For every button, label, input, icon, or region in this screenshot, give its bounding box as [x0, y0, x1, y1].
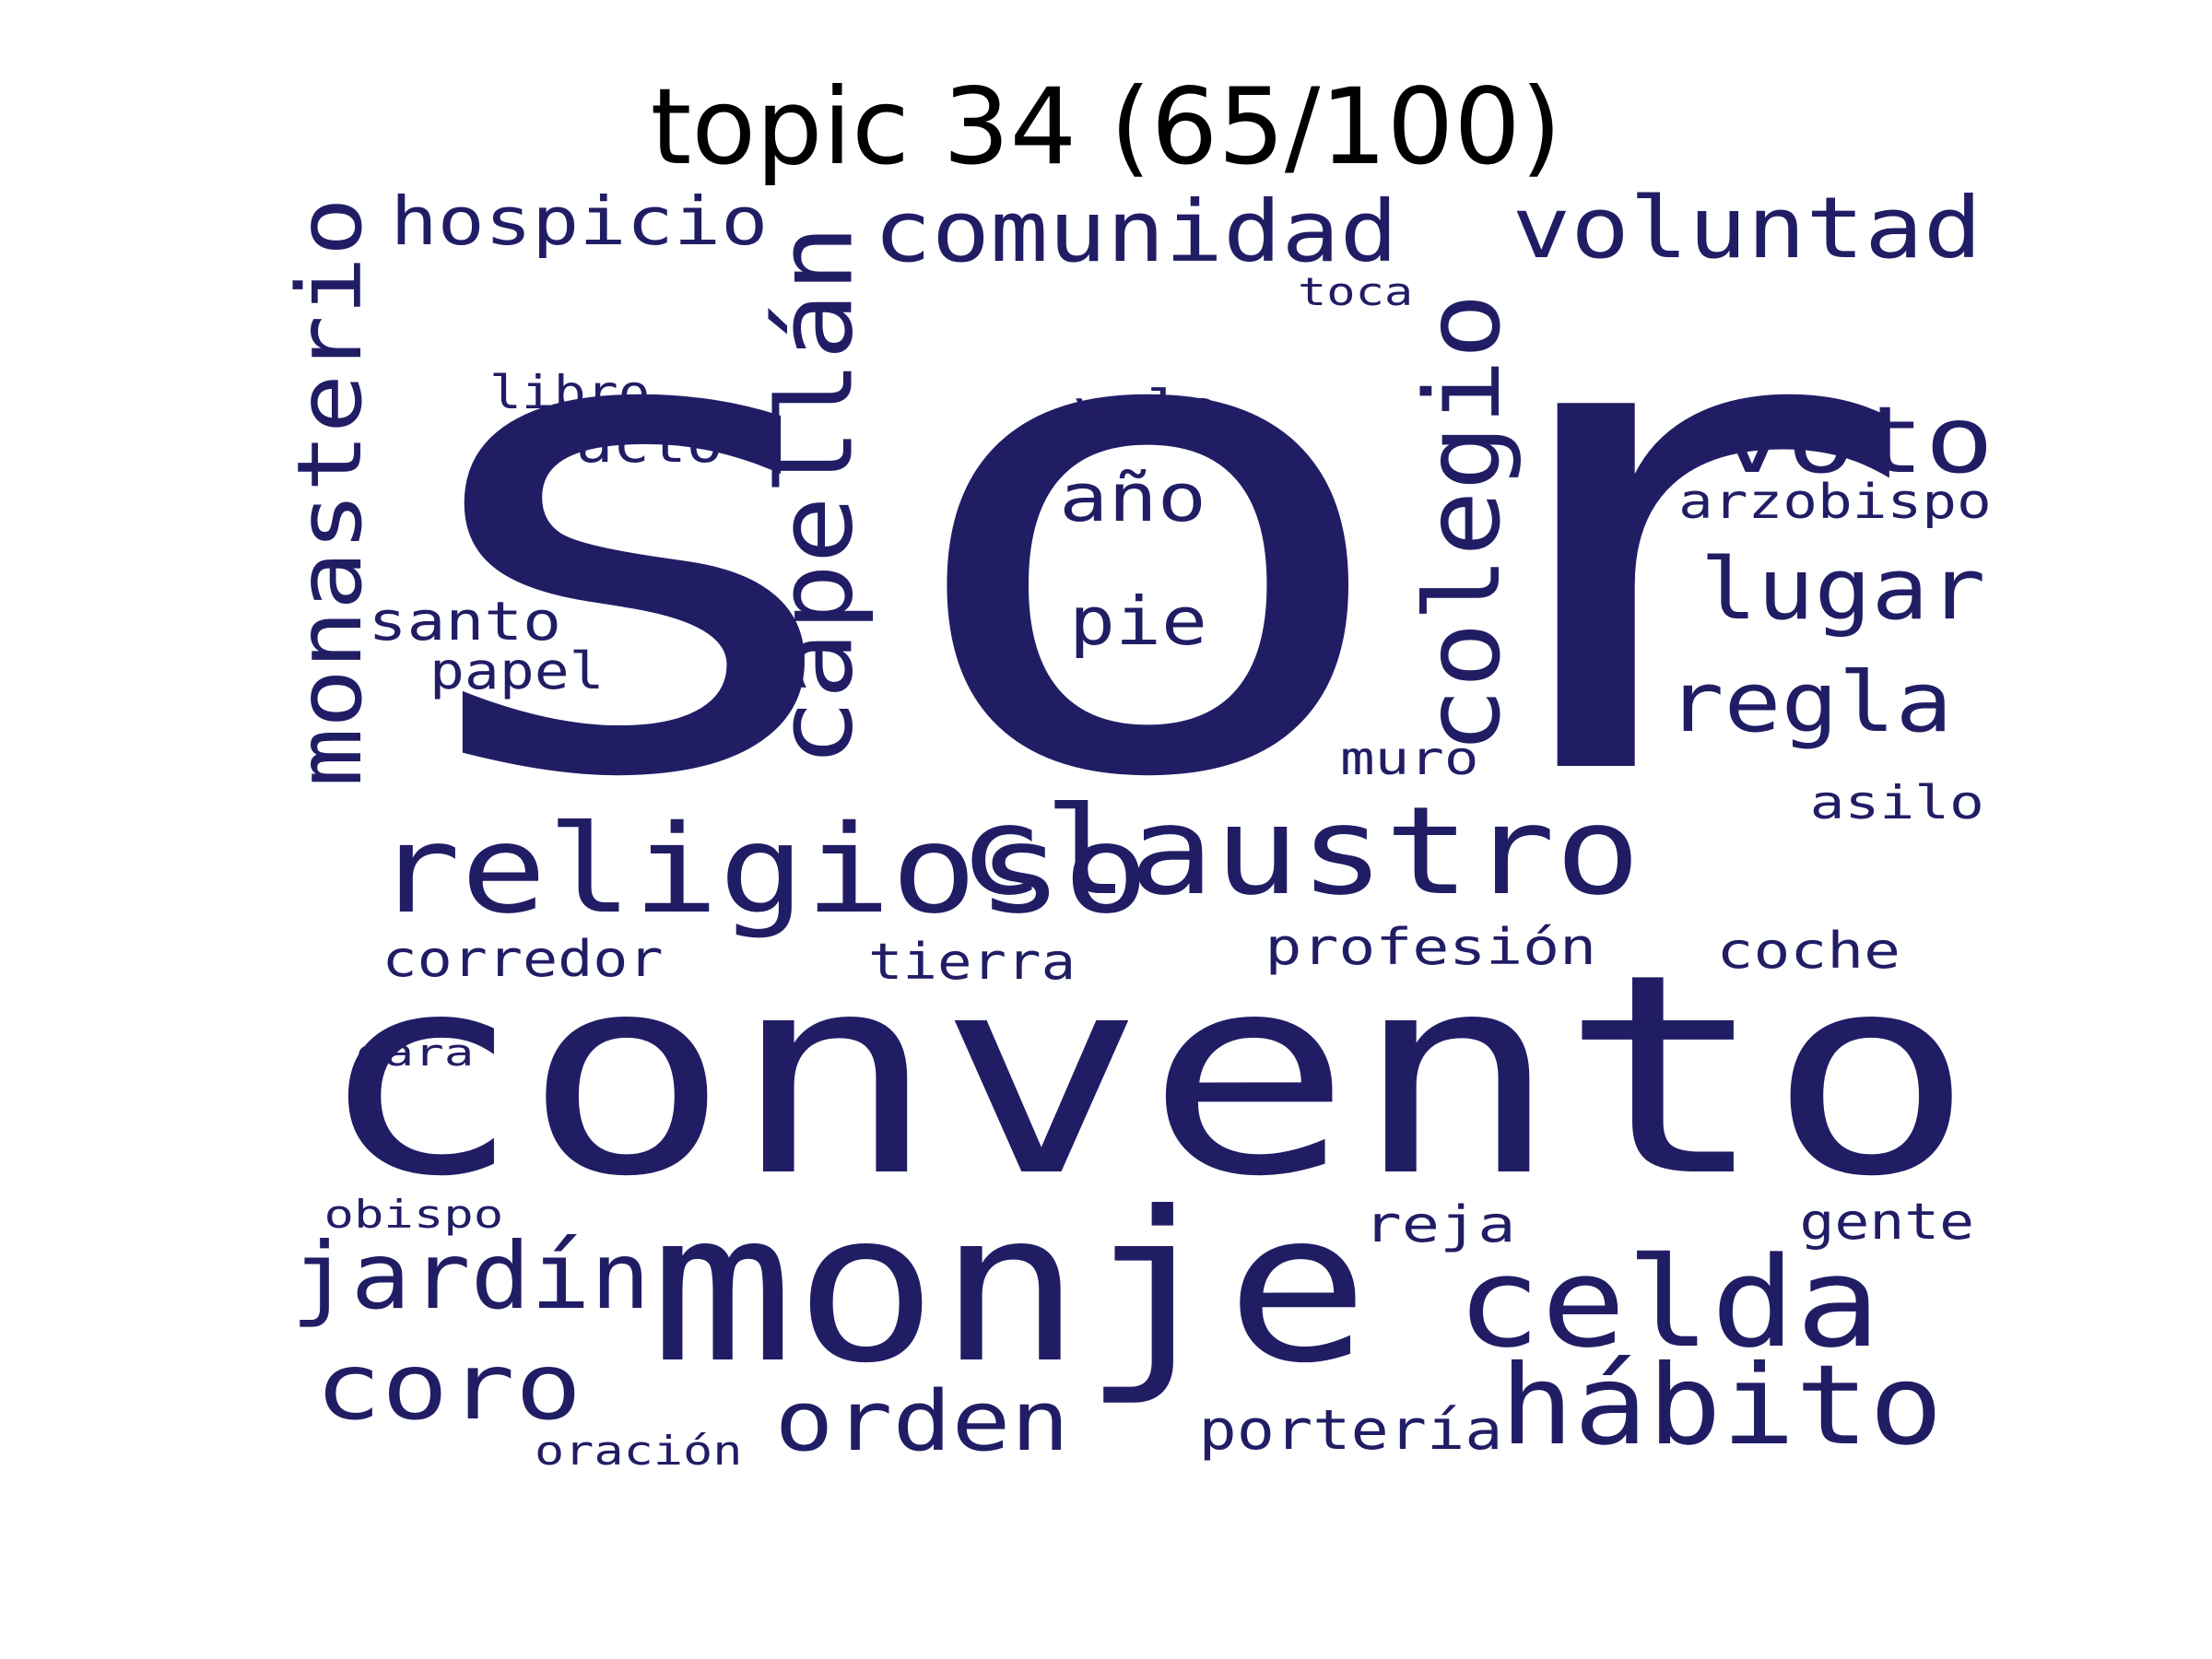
- word-acto: acto: [576, 412, 724, 475]
- word-capellán: capellán: [756, 224, 877, 768]
- word-arzobispo: arzobispo: [1677, 475, 1992, 530]
- word-tierra: tierra: [867, 933, 1076, 991]
- word-corredor: corredor: [382, 930, 664, 988]
- word-voluntad: voluntad: [1512, 179, 1983, 277]
- word-año: año: [1058, 459, 1207, 536]
- word-celda: celda: [1455, 1230, 1881, 1375]
- word-obispo: obispo: [324, 1192, 504, 1237]
- word-voto: voto: [1716, 386, 1994, 494]
- word-papel: papel: [429, 641, 605, 700]
- word-gente: gente: [1799, 1193, 1974, 1251]
- word-reja: reja: [1363, 1195, 1516, 1253]
- word-velo: velo: [1072, 380, 1221, 438]
- word-convento: convento: [314, 915, 1975, 1237]
- word-comunidad: comunidad: [873, 182, 1398, 281]
- word-sor: sor: [373, 150, 1923, 923]
- word-oración: oración: [534, 1428, 742, 1475]
- word-portería: portería: [1197, 1398, 1503, 1463]
- word-profesión: profesión: [1264, 918, 1596, 976]
- word-hábito: hábito: [1499, 1342, 1943, 1470]
- word-santo: santo: [368, 590, 561, 653]
- figure-title: topic 34 (65/100): [650, 65, 1562, 188]
- word-coro: coro: [314, 1333, 582, 1441]
- word-colegio: colegio: [1404, 293, 1524, 754]
- word-regla: regla: [1665, 654, 1952, 751]
- word-religioso: religioso: [373, 799, 1149, 941]
- word-monje: monje: [650, 1167, 1370, 1409]
- word-claustro: claustro: [958, 781, 1641, 923]
- word-toca: toca: [1297, 269, 1413, 314]
- word-pie: pie: [1068, 582, 1208, 660]
- word-asilo: asilo: [1809, 776, 1984, 830]
- word-orden: orden: [773, 1373, 1069, 1470]
- word-libro: libro: [488, 366, 650, 419]
- word-cara: cara: [353, 1032, 475, 1075]
- word-monasterio: monasterio: [277, 197, 382, 787]
- word-hospicio: hospicio: [389, 182, 768, 260]
- word-lugar: lugar: [1700, 540, 1985, 639]
- word-muro: muro: [1339, 732, 1479, 785]
- word-coche: coche: [1716, 922, 1900, 980]
- word-jardín: jardín: [290, 1222, 651, 1330]
